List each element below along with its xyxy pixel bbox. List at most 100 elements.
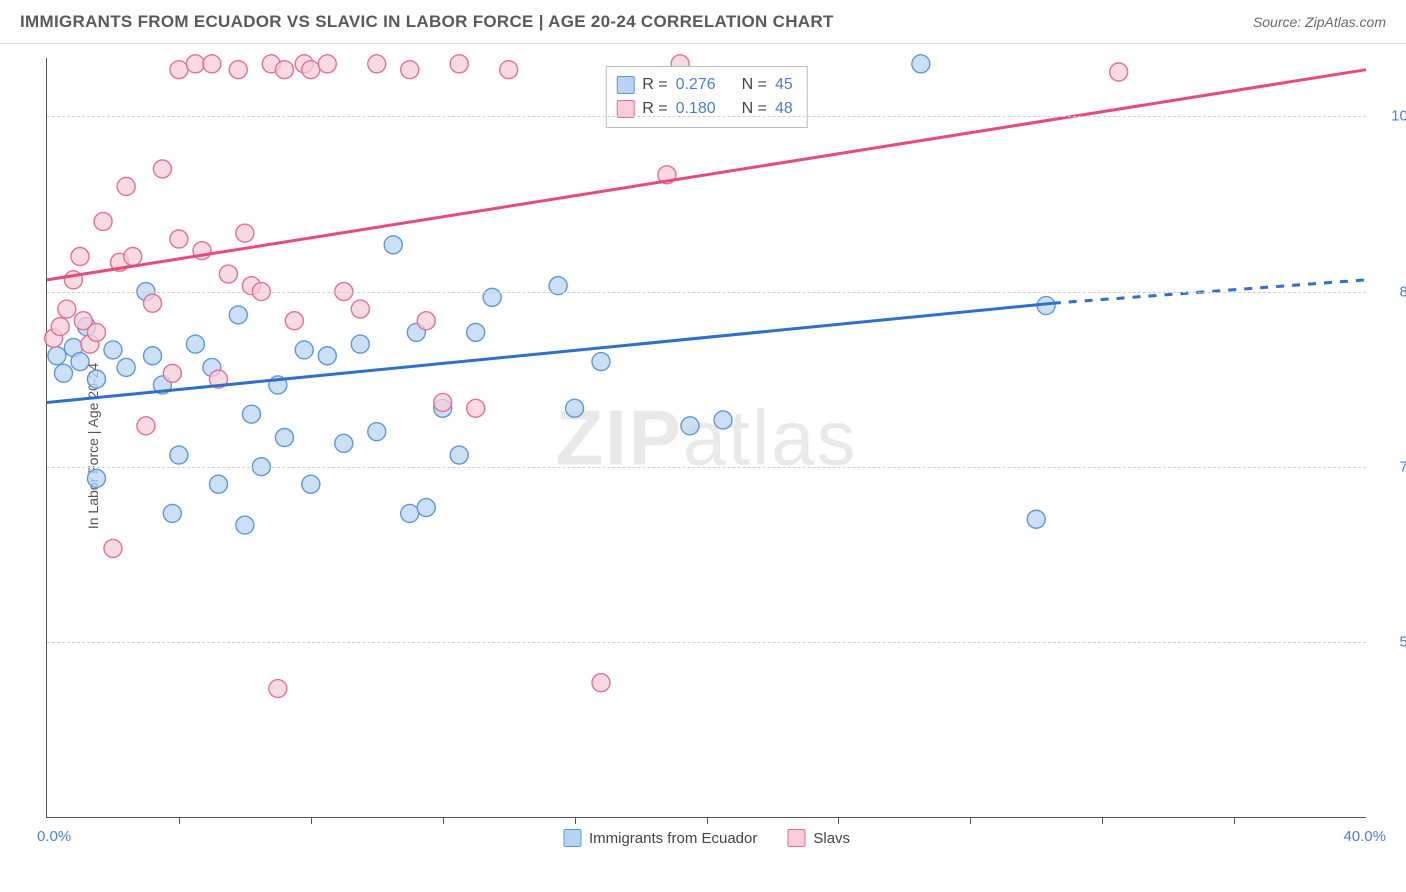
chart-title: IMMIGRANTS FROM ECUADOR VS SLAVIC IN LAB…: [20, 12, 834, 32]
y-tick-label: 100.0%: [1391, 108, 1406, 125]
scatter-point: [236, 224, 254, 242]
scatter-point: [219, 265, 237, 283]
scatter-point: [137, 417, 155, 435]
scatter-point: [295, 341, 313, 359]
source-label: Source: ZipAtlas.com: [1253, 14, 1386, 30]
scatter-point: [153, 160, 171, 178]
scatter-point: [566, 399, 584, 417]
scatter-point: [450, 55, 468, 73]
gridline: [47, 467, 1366, 468]
scatter-point: [87, 469, 105, 487]
scatter-point: [170, 446, 188, 464]
scatter-point: [384, 236, 402, 254]
scatter-point: [54, 364, 72, 382]
scatter-point: [417, 499, 435, 517]
scatter-point: [1027, 510, 1045, 528]
r-value: 0.276: [676, 73, 716, 97]
series-name: Immigrants from Ecuador: [589, 830, 757, 847]
scatter-point: [275, 429, 293, 447]
gridline: [47, 292, 1366, 293]
legend-stats-row: R =0.276N =45: [616, 73, 793, 97]
n-value: 45: [775, 73, 793, 97]
scatter-point: [163, 504, 181, 522]
scatter-point: [434, 393, 452, 411]
x-min-label: 0.0%: [37, 828, 71, 845]
r-label: R =: [642, 73, 667, 97]
scatter-point: [467, 399, 485, 417]
y-tick-label: 85.0%: [1399, 283, 1406, 300]
scatter-point: [71, 353, 89, 371]
scatter-point: [203, 55, 221, 73]
legend-stats-row: R =0.180N =48: [616, 97, 793, 121]
n-label: N =: [742, 97, 767, 121]
scatter-point: [170, 61, 188, 79]
legend-stats-box: R =0.276N =45R =0.180N =48: [605, 66, 808, 128]
scatter-point: [269, 680, 287, 698]
scatter-point: [401, 61, 419, 79]
scatter-point: [351, 300, 369, 318]
scatter-point: [186, 55, 204, 73]
scatter-point: [170, 230, 188, 248]
legend-swatch: [563, 829, 581, 847]
scatter-point: [592, 353, 610, 371]
scatter-point: [335, 434, 353, 452]
scatter-point: [1110, 63, 1128, 81]
scatter-point: [318, 55, 336, 73]
legend-swatch: [616, 100, 634, 118]
scatter-point: [681, 417, 699, 435]
x-tick: [311, 817, 312, 824]
scatter-point: [163, 364, 181, 382]
scatter-point: [500, 61, 518, 79]
scatter-point: [144, 294, 162, 312]
scatter-point: [94, 212, 112, 230]
scatter-point: [117, 177, 135, 195]
scatter-point: [450, 446, 468, 464]
bottom-legend: Immigrants from Ecuador Slavs: [563, 829, 850, 847]
x-max-label: 40.0%: [1343, 828, 1386, 845]
title-bar: IMMIGRANTS FROM ECUADOR VS SLAVIC IN LAB…: [0, 0, 1406, 44]
x-tick: [1102, 817, 1103, 824]
scatter-point: [144, 347, 162, 365]
scatter-point: [229, 306, 247, 324]
x-tick: [707, 817, 708, 824]
scatter-point: [104, 341, 122, 359]
gridline: [47, 642, 1366, 643]
scatter-point: [229, 61, 247, 79]
chart-svg: [47, 58, 1366, 817]
scatter-point: [592, 674, 610, 692]
scatter-point: [351, 335, 369, 353]
scatter-point: [302, 475, 320, 493]
scatter-point: [417, 312, 435, 330]
n-value: 48: [775, 97, 793, 121]
r-label: R =: [642, 97, 667, 121]
y-tick-label: 70.0%: [1399, 458, 1406, 475]
series-name: Slavs: [813, 830, 850, 847]
x-tick: [179, 817, 180, 824]
x-tick: [443, 817, 444, 824]
scatter-point: [912, 55, 930, 73]
scatter-point: [368, 423, 386, 441]
x-tick: [575, 817, 576, 824]
scatter-point: [714, 411, 732, 429]
x-tick: [838, 817, 839, 824]
x-tick: [1234, 817, 1235, 824]
scatter-point: [401, 504, 419, 522]
scatter-point: [467, 323, 485, 341]
scatter-point: [51, 318, 69, 336]
gridline: [47, 116, 1366, 117]
scatter-point: [71, 248, 89, 266]
scatter-point: [186, 335, 204, 353]
scatter-point: [58, 300, 76, 318]
y-tick-label: 55.0%: [1399, 633, 1406, 650]
scatter-point: [209, 475, 227, 493]
scatter-point: [87, 370, 105, 388]
scatter-point: [368, 55, 386, 73]
bottom-legend-item: Immigrants from Ecuador: [563, 829, 757, 847]
scatter-point: [104, 539, 122, 557]
scatter-point: [318, 347, 336, 365]
scatter-point: [275, 61, 293, 79]
scatter-point: [285, 312, 303, 330]
scatter-point: [124, 248, 142, 266]
scatter-point: [242, 405, 260, 423]
x-tick: [970, 817, 971, 824]
